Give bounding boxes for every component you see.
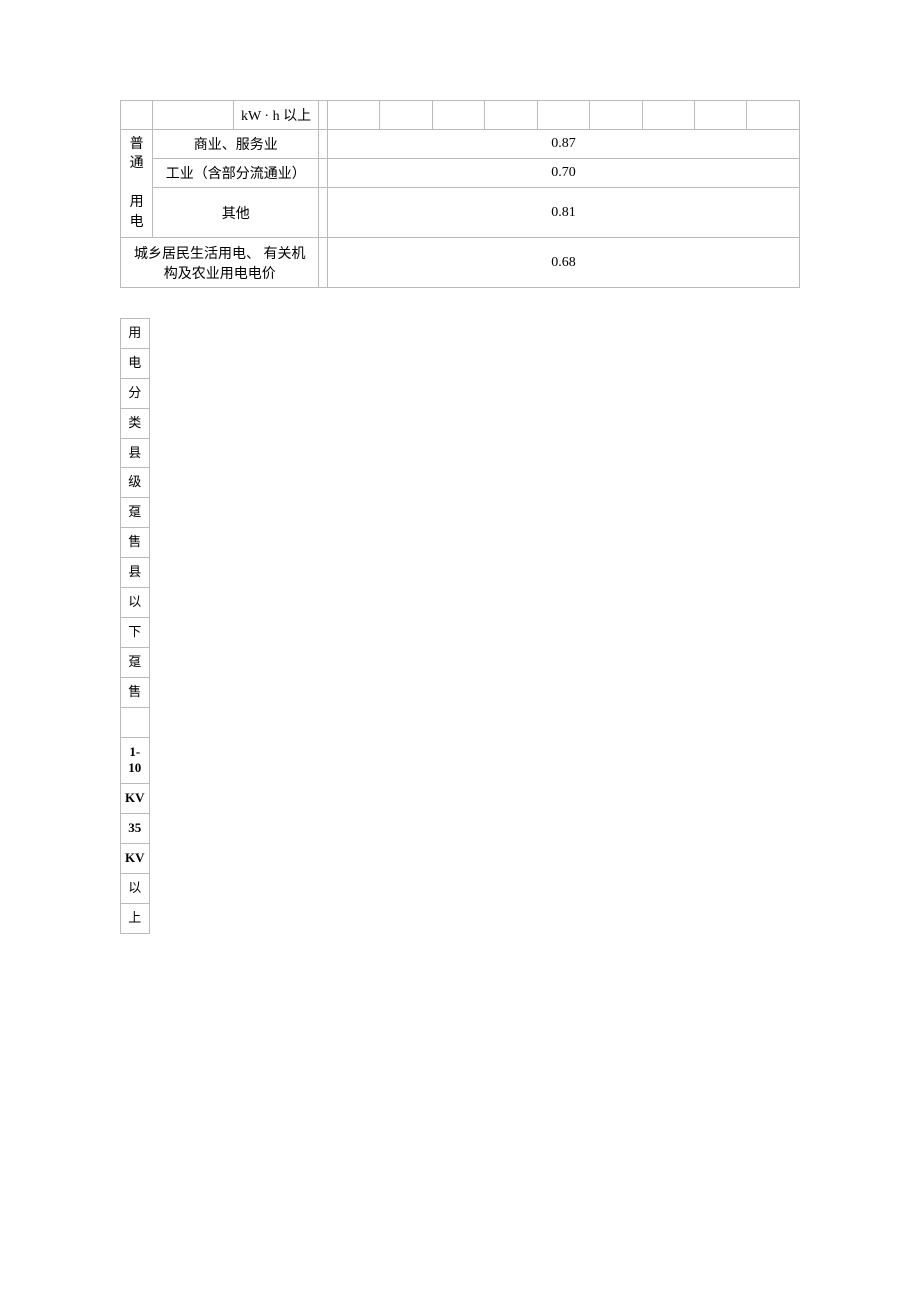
vertical-cell: 以	[121, 588, 150, 618]
vertical-cell: 类	[121, 408, 150, 438]
category-vertical: 普通用电	[121, 130, 153, 238]
row-price: 0.70	[328, 159, 800, 188]
vertical-cell: 县	[121, 558, 150, 588]
table-row: 工业（含部分流通业） 0.70	[121, 159, 800, 188]
vertical-cell: 下	[121, 617, 150, 647]
vertical-cell: 趸	[121, 647, 150, 677]
vertical-cell-row: 县	[121, 438, 150, 468]
vertical-cell: 售	[121, 677, 150, 707]
header-fragment-cell: kW · h 以上	[233, 101, 319, 130]
vertical-cell: 县	[121, 438, 150, 468]
vertical-cell-row: 35	[121, 814, 150, 844]
vertical-cell-row: KV	[121, 784, 150, 814]
vertical-cell-row: 下	[121, 617, 150, 647]
pricing-table-upper: kW · h 以上 普通用电 商业、服务业 0.87 工业（含部分流通业） 0.…	[120, 100, 800, 288]
vertical-cell: 电	[121, 348, 150, 378]
vertical-cell-row: 以	[121, 874, 150, 904]
vertical-cell-row: 电	[121, 348, 150, 378]
table-row: 普通用电 商业、服务业 0.87	[121, 130, 800, 159]
vertical-cell-row: 以	[121, 588, 150, 618]
row-price: 0.87	[328, 130, 800, 159]
vertical-cell-row: 用	[121, 319, 150, 349]
vertical-cell: 35	[121, 814, 150, 844]
vertical-cell	[121, 707, 150, 737]
vertical-cells-body: 用电分类县级趸售县以下趸售1-10KV35KV以上	[121, 319, 150, 934]
row-label: 工业（含部分流通业）	[153, 159, 319, 188]
vertical-cell: 以	[121, 874, 150, 904]
vertical-cell: KV	[121, 784, 150, 814]
row-label: 商业、服务业	[153, 130, 319, 159]
table-row: 城乡居民生活用电、 有关机构及农业用电电价 0.68	[121, 238, 800, 288]
vertical-cell: 趸	[121, 498, 150, 528]
row-price: 0.81	[328, 188, 800, 238]
row-label: 其他	[153, 188, 319, 238]
vertical-cell-row: 分	[121, 378, 150, 408]
vertical-cell-row: 上	[121, 903, 150, 933]
vertical-cell-row: 1-10	[121, 737, 150, 784]
vertical-cell-row: 趸	[121, 647, 150, 677]
vertical-cell: 1-10	[121, 737, 150, 784]
vertical-cell-row: 售	[121, 528, 150, 558]
vertical-cell-row: KV	[121, 844, 150, 874]
vertical-cell: 级	[121, 468, 150, 498]
vertical-cell-row: 县	[121, 558, 150, 588]
bottom-label: 城乡居民生活用电、 有关机构及农业用电电价	[121, 238, 319, 288]
vertical-cell-row: 趸	[121, 498, 150, 528]
table-row: 其他 0.81	[121, 188, 800, 238]
vertical-cell-row: 级	[121, 468, 150, 498]
vertical-cell-row: 售	[121, 677, 150, 707]
vertical-cell-row: 类	[121, 408, 150, 438]
vertical-cell: 用	[121, 319, 150, 349]
vertical-label-table: 用电分类县级趸售县以下趸售1-10KV35KV以上	[120, 318, 150, 934]
vertical-cell: 售	[121, 528, 150, 558]
header-fragment-row: kW · h 以上	[121, 101, 800, 130]
vertical-cell: 分	[121, 378, 150, 408]
vertical-cell-row	[121, 707, 150, 737]
vertical-cell: KV	[121, 844, 150, 874]
bottom-price: 0.68	[328, 238, 800, 288]
vertical-cell: 上	[121, 903, 150, 933]
